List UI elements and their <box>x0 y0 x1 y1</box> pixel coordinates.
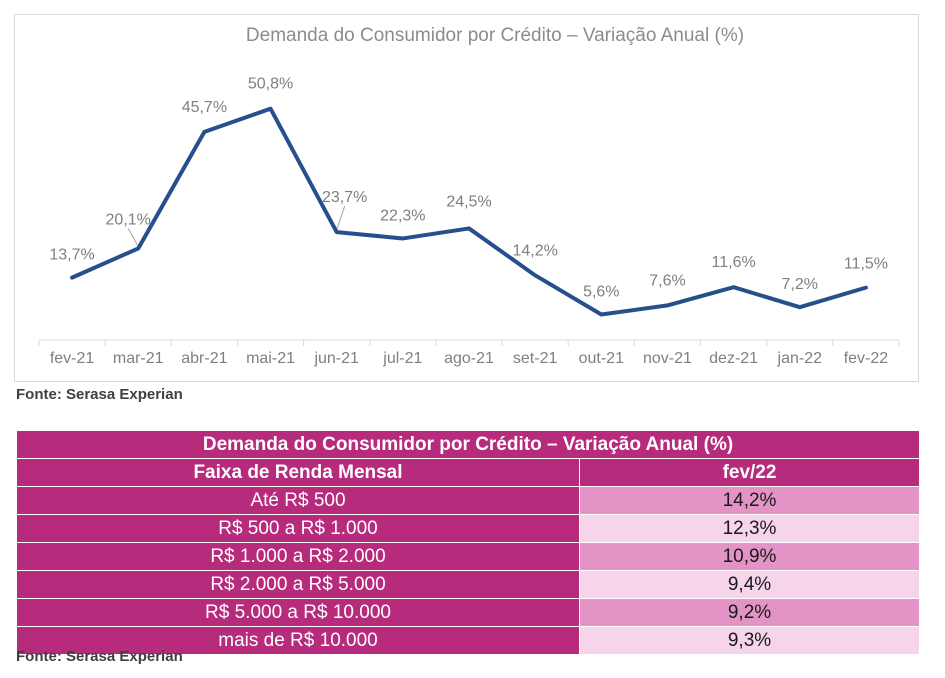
x-tick-label: jun-21 <box>313 350 359 367</box>
column-header-income: Faixa de Renda Mensal <box>16 458 580 487</box>
data-label: 7,6% <box>649 272 685 289</box>
table-row: mais de R$ 10.000 9,3% <box>16 626 921 655</box>
data-label-leader <box>336 205 346 231</box>
table-title: Demanda do Consumidor por Crédito – Vari… <box>15 430 921 459</box>
x-tick-label: mai-21 <box>246 350 295 367</box>
data-label: 50,8% <box>248 76 293 93</box>
row-label: R$ 500 a R$ 1.000 <box>16 514 580 543</box>
row-value: 12,3% <box>578 514 921 543</box>
x-tick-label: fev-21 <box>50 350 95 367</box>
row-label: R$ 1.000 a R$ 2.000 <box>16 542 580 571</box>
x-tick-label: set-21 <box>513 350 558 367</box>
table-row: R$ 5.000 a R$ 10.000 9,2% <box>16 598 921 627</box>
source-note: Fonte: Serasa Experian <box>16 386 183 403</box>
data-label: 20,1% <box>106 211 151 228</box>
table-row: R$ 500 a R$ 1.000 12,3% <box>16 514 921 543</box>
x-tick-label: dez-21 <box>709 350 758 367</box>
row-label: R$ 2.000 a R$ 5.000 <box>16 570 580 599</box>
row-value: 10,9% <box>578 542 921 571</box>
table-row: R$ 2.000 a R$ 5.000 9,4% <box>16 570 921 599</box>
x-tick-labels: fev-21 mar-21 abr-21 mai-21 jun-21 jul-21 ago-… <box>50 350 888 367</box>
x-tick-label: nov-21 <box>643 350 692 367</box>
row-value: 9,4% <box>578 570 921 599</box>
row-label: R$ 5.000 a R$ 10.000 <box>16 598 580 627</box>
data-label: 11,6% <box>712 254 756 271</box>
x-tick-label: jul-21 <box>382 350 422 367</box>
data-label: 45,7% <box>182 99 227 116</box>
row-label: Até R$ 500 <box>16 486 580 515</box>
chart-title: Demanda do Consumidor por Crédito – Vari… <box>246 25 744 46</box>
data-label: 5,6% <box>583 284 619 301</box>
x-tick-label: abr-21 <box>181 350 227 367</box>
table-row: Até R$ 500 14,2% <box>16 486 921 515</box>
x-tick-label: mar-21 <box>113 350 164 367</box>
data-labels: 13,7% 20,1% 45,7% 50,8% 23,7% 22,3% 24,5% 14,2%… <box>49 76 888 301</box>
x-axis-ticks <box>38 340 900 346</box>
source-note: Fonte: Serasa Experian <box>16 648 183 665</box>
x-tick-label: fev-22 <box>844 350 889 367</box>
row-value: 14,2% <box>578 486 921 515</box>
table-row: R$ 1.000 a R$ 2.000 10,9% <box>16 542 921 571</box>
data-label: 11,5% <box>844 256 888 273</box>
data-label: 7,2% <box>782 276 818 293</box>
chart-panel: Demanda do Consumidor por Crédito – Vari… <box>14 14 919 382</box>
column-header-period: fev/22 <box>578 458 921 487</box>
data-label: 14,2% <box>512 242 557 259</box>
line-chart: Demanda do Consumidor por Crédito – Vari… <box>38 25 900 367</box>
data-label: 22,3% <box>380 207 425 224</box>
data-label: 23,7% <box>322 189 367 206</box>
series-line <box>70 106 868 317</box>
data-label: 24,5% <box>446 193 491 210</box>
row-value: 9,2% <box>578 598 921 627</box>
row-label: mais de R$ 10.000 <box>16 626 580 655</box>
income-range-table: Demanda do Consumidor por Crédito – Vari… <box>15 430 921 655</box>
data-label-leader <box>127 228 139 247</box>
x-tick-label: jan-22 <box>777 350 823 367</box>
data-label: 13,7% <box>49 247 94 264</box>
table-title-row: Demanda do Consumidor por Crédito – Vari… <box>15 430 921 459</box>
leader-lines <box>127 205 346 247</box>
table-header-row: Faixa de Renda Mensal fev/22 <box>16 458 921 487</box>
x-tick-label: out-21 <box>579 350 624 367</box>
row-value: 9,3% <box>578 626 921 655</box>
x-tick-label: ago-21 <box>444 350 494 367</box>
